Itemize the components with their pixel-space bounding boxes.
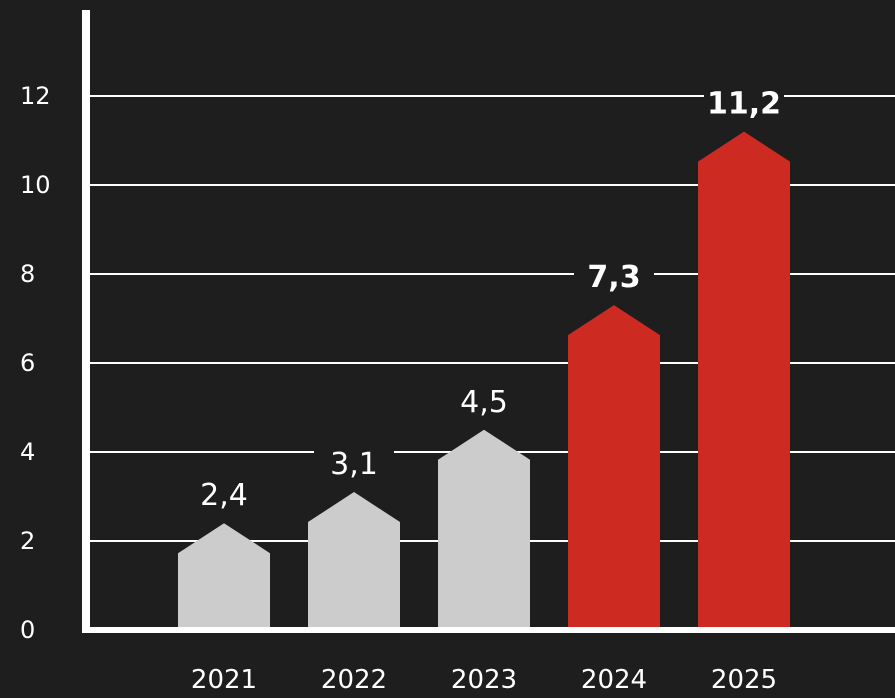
value-label: 7,3 — [587, 260, 640, 295]
bar-2025 — [698, 131, 790, 630]
value-label-bg — [314, 444, 394, 483]
y-tick-label: 12 — [20, 82, 51, 110]
value-label-bg — [184, 475, 264, 514]
value-label: 3,1 — [330, 447, 378, 482]
y-tick-label: 0 — [20, 616, 35, 644]
y-tick-label: 10 — [20, 171, 51, 199]
axes — [82, 10, 895, 633]
bars — [178, 131, 790, 630]
value-label: 4,5 — [460, 385, 508, 420]
value-label: 2,4 — [200, 478, 248, 513]
x-tick-label: 2023 — [451, 665, 517, 695]
bar-2024 — [568, 305, 660, 630]
bar-2022 — [308, 492, 400, 630]
value-label-bg — [444, 381, 524, 420]
x-tick-label: 2025 — [711, 665, 777, 695]
value-label-bg — [574, 257, 654, 296]
value-label: 11,2 — [707, 87, 781, 122]
bar-2021 — [178, 523, 270, 630]
x-tick-label: 2022 — [321, 665, 387, 695]
y-tick-label: 6 — [20, 349, 35, 377]
y-tick-label: 4 — [20, 438, 35, 466]
value-label-bg — [704, 83, 784, 122]
y-tick-label: 2 — [20, 527, 35, 555]
y-tick-label: 8 — [20, 260, 35, 288]
x-tick-label: 2021 — [191, 665, 257, 695]
bar-2023 — [438, 429, 530, 630]
x-tick-label: 2024 — [581, 665, 647, 695]
labels: 0 2 4 6 8 10 12 2,4 2021 3,1 2022 4,5 2023 7,3 2024 11,… — [20, 82, 784, 695]
